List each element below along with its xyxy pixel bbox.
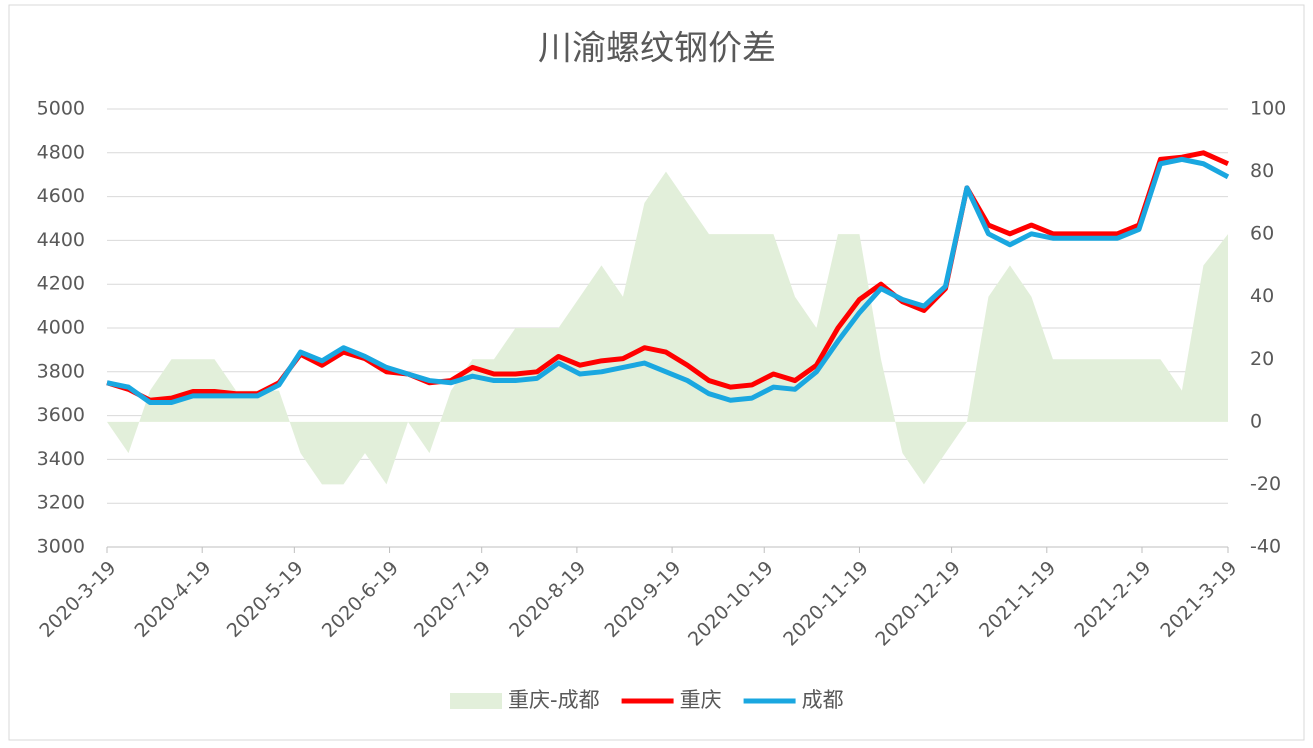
y-tick-label: 3400 [37, 448, 85, 470]
y-tick-label: 3200 [37, 492, 85, 514]
line [106, 156, 1230, 405]
y2-tick-label: 100 [1250, 98, 1286, 120]
area [107, 171, 1228, 485]
y2-tick-label: 40 [1250, 285, 1274, 307]
y2-tick-label: -40 [1250, 536, 1281, 558]
chart-title: 川渝螺纹钢价差 [538, 29, 776, 69]
y-tick-label: 4800 [37, 141, 85, 163]
y-tick-label: 4000 [37, 317, 85, 339]
legend-swatch [450, 693, 502, 709]
y-tick-label: 4400 [37, 229, 85, 251]
legend-label: 成都 [802, 688, 844, 712]
y-tick-label: 3800 [37, 360, 85, 382]
y2-tick-label: 80 [1250, 160, 1274, 182]
y-tick-label: 4600 [37, 185, 85, 207]
legend-label: 重庆-成都 [508, 688, 600, 712]
y2-tick-label: -20 [1250, 473, 1281, 495]
y-tick-label: 3600 [37, 404, 85, 426]
y-tick-label: 5000 [37, 98, 85, 120]
y-tick-label: 3000 [37, 536, 85, 558]
y2-tick-label: 0 [1250, 410, 1262, 432]
y2-tick-label: 60 [1250, 223, 1274, 245]
y2-tick-label: 20 [1250, 348, 1274, 370]
legend-label: 重庆 [680, 688, 722, 712]
y-tick-label: 4200 [37, 273, 85, 295]
